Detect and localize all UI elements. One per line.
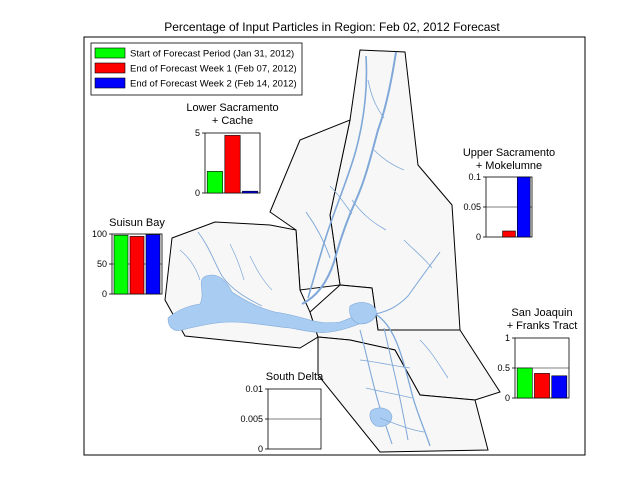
- deep-water-ship-channel: [307, 55, 368, 299]
- inset-title-suisun-bay: Suisun Bay: [109, 217, 165, 229]
- middle-river: [383, 327, 409, 441]
- suisun-marsh-channels: [179, 243, 273, 291]
- inset-title-upper-sacramento-line1: Upper Sacramento: [463, 147, 555, 159]
- inset-title-san-joaquin-line1: San Joaquin: [511, 307, 572, 319]
- inset-title-lower-sacramento-line2: + Cache: [212, 115, 253, 127]
- bar-week1: [129, 236, 145, 295]
- south-delta-channels: [359, 339, 449, 433]
- legend-label-1: End of Forecast Week 1 (Feb 07, 2012): [130, 64, 297, 75]
- inset-title-south-delta: South Delta: [266, 371, 324, 383]
- bar-week1: [502, 230, 516, 238]
- clifton-court-forebay: [369, 407, 393, 427]
- old-river: [359, 329, 393, 445]
- inset-title-lower-sacramento-line1: Lower Sacramento: [186, 102, 278, 114]
- region-south-delta: [317, 336, 489, 453]
- ytick-label: 1: [505, 333, 510, 343]
- bar-week2: [516, 176, 531, 238]
- ytick-label: 0: [102, 289, 107, 299]
- suisun-bay-water: [167, 274, 375, 333]
- bar-week2: [551, 375, 568, 399]
- delta-map: [164, 49, 501, 453]
- montezuma-slough: [197, 231, 263, 307]
- legend-box: [90, 42, 303, 96]
- figure-title: Percentage of Input Particles in Region:…: [164, 20, 500, 34]
- legend-swatch-1: [94, 62, 126, 74]
- ytick-label: 0.05: [463, 202, 481, 212]
- bar-start: [516, 367, 533, 399]
- ytick-label: 0.5: [497, 363, 510, 373]
- ytick-label: 0.005: [240, 414, 263, 424]
- ytick-label: 0: [195, 188, 200, 198]
- ytick-label: 0: [505, 393, 510, 403]
- inset-lower-sacramento: Lower Sacramento+ Cache 5 0: [186, 102, 278, 198]
- ytick-label: 0: [476, 232, 481, 242]
- legend-swatch-2: [94, 77, 126, 89]
- franks-tract: [349, 302, 377, 325]
- bar-start: [113, 234, 129, 295]
- bar-start: [206, 171, 223, 194]
- sacramento-river: [301, 51, 397, 305]
- ytick-label: 100: [92, 229, 107, 239]
- ytick-label: 0: [258, 444, 263, 454]
- bar-week2: [145, 234, 161, 295]
- bar-week1: [224, 135, 241, 194]
- san-joaquin-river: [371, 311, 431, 447]
- legend: Start of Forecast Period (Jan 31, 2012) E…: [90, 42, 303, 96]
- bar-week1: [534, 373, 550, 399]
- upper-sloughs: [329, 79, 433, 269]
- legend-label-0: Start of Forecast Period (Jan 31, 2012): [130, 49, 294, 60]
- inset-title-upper-sacramento-line2: + Mokelumne: [476, 160, 542, 172]
- ytick-label: 50: [97, 259, 107, 269]
- cache-slough: [305, 211, 331, 259]
- ytick-label: 0.1: [468, 172, 481, 182]
- bar-week2: [242, 190, 259, 194]
- inset-title-san-joaquin-line2: + Franks Tract: [507, 320, 578, 332]
- ytick-label: 0.01: [245, 384, 263, 394]
- ytick-label: 5: [195, 128, 200, 138]
- legend-swatch-0: [94, 47, 126, 59]
- legend-label-2: End of Forecast Week 2 (Feb 14, 2012): [130, 79, 297, 90]
